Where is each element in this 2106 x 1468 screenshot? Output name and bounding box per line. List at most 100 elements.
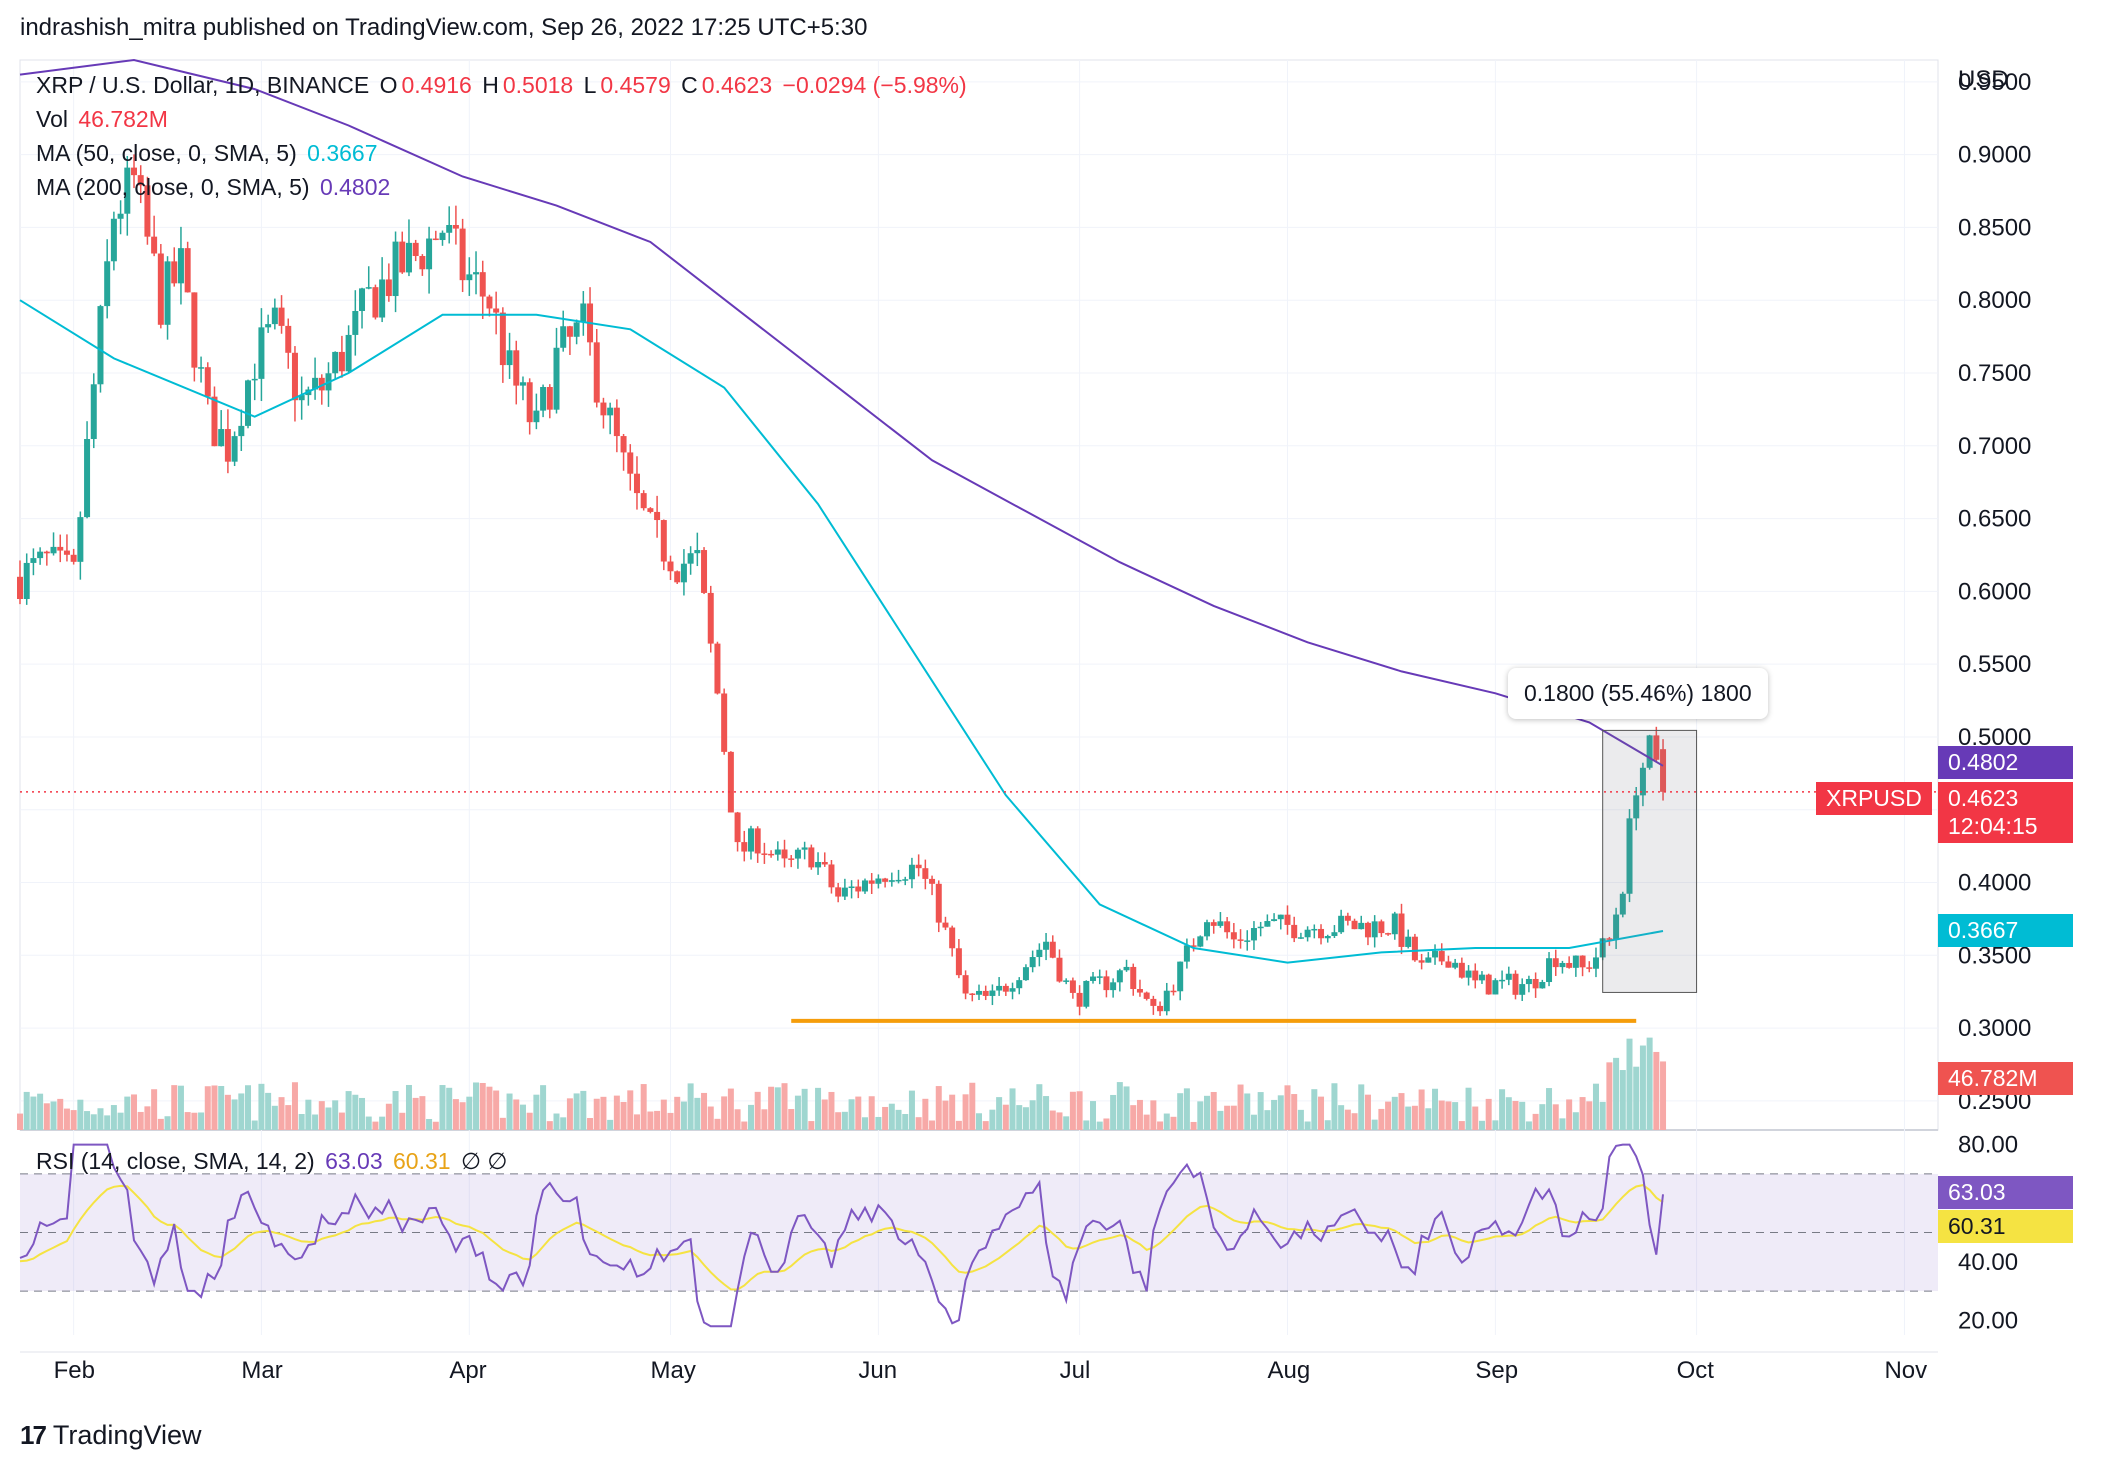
candle-body[interactable]	[1110, 982, 1117, 991]
candle-body[interactable]	[660, 520, 667, 562]
candle-body[interactable]	[285, 325, 292, 353]
candle-body[interactable]	[1257, 926, 1264, 929]
candle-body[interactable]	[137, 175, 144, 186]
candle-body[interactable]	[50, 546, 57, 554]
candle-body[interactable]	[1452, 962, 1459, 968]
candle-body[interactable]	[1505, 973, 1512, 980]
candle-body[interactable]	[466, 274, 473, 281]
candle-body[interactable]	[815, 861, 822, 868]
candle-body[interactable]	[131, 167, 138, 176]
candle-body[interactable]	[1284, 914, 1291, 925]
candle-body[interactable]	[265, 324, 272, 328]
candle-body[interactable]	[110, 218, 117, 262]
candle-body[interactable]	[372, 287, 379, 318]
candle-body[interactable]	[345, 334, 352, 372]
candle-body[interactable]	[278, 307, 285, 326]
candle-body[interactable]	[298, 395, 305, 401]
candle-body[interactable]	[929, 878, 936, 884]
candle-body[interactable]	[90, 384, 97, 440]
candle-body[interactable]	[359, 288, 366, 311]
candle-body[interactable]	[989, 990, 996, 996]
candle-body[interactable]	[412, 242, 419, 257]
candle-body[interactable]	[144, 185, 151, 237]
candle-body[interactable]	[640, 493, 647, 509]
candle-body[interactable]	[43, 551, 50, 554]
candle-body[interactable]	[439, 232, 446, 241]
candle-body[interactable]	[1559, 962, 1566, 968]
candle-body[interactable]	[1190, 945, 1197, 947]
candle-body[interactable]	[741, 842, 748, 852]
price-range-measure[interactable]	[1602, 729, 1698, 993]
candle-body[interactable]	[895, 879, 902, 882]
candle-body[interactable]	[1123, 966, 1130, 971]
rsi-line[interactable]	[19, 1143, 1664, 1328]
candle-body[interactable]	[318, 377, 325, 391]
candle-body[interactable]	[291, 352, 298, 401]
candle-body[interactable]	[1351, 920, 1358, 930]
candle-body[interactable]	[633, 473, 640, 494]
candle-body[interactable]	[1130, 966, 1137, 990]
candle-body[interactable]	[734, 812, 741, 843]
candle-body[interactable]	[949, 927, 956, 949]
candle-body[interactable]	[1338, 915, 1345, 933]
candle-body[interactable]	[1391, 913, 1398, 935]
candle-body[interactable]	[620, 436, 627, 453]
candle-body[interactable]	[1177, 961, 1184, 992]
candle-body[interactable]	[1170, 990, 1177, 993]
candle-body[interactable]	[774, 849, 781, 855]
candle-body[interactable]	[902, 879, 909, 881]
candle-body[interactable]	[781, 849, 788, 859]
candle-body[interactable]	[486, 296, 493, 309]
candle-body[interactable]	[1438, 951, 1445, 962]
candle-body[interactable]	[560, 326, 567, 348]
candle-body[interactable]	[124, 167, 131, 214]
candle-body[interactable]	[553, 347, 560, 410]
candle-body[interactable]	[1432, 951, 1439, 958]
candle-body[interactable]	[1633, 795, 1640, 819]
candle-body[interactable]	[875, 878, 882, 884]
candle-body[interactable]	[835, 887, 842, 897]
candle-body[interactable]	[405, 242, 412, 273]
candle-body[interactable]	[513, 350, 520, 386]
candle-body[interactable]	[171, 261, 178, 284]
candle-body[interactable]	[942, 922, 949, 928]
candle-body[interactable]	[30, 558, 37, 563]
candle-body[interactable]	[1646, 735, 1653, 768]
candle-body[interactable]	[473, 272, 480, 275]
candle-body[interactable]	[868, 880, 875, 884]
candle-body[interactable]	[821, 861, 828, 865]
candle-body[interactable]	[801, 847, 808, 850]
candle-body[interactable]	[1157, 1005, 1164, 1012]
candle-body[interactable]	[1592, 957, 1599, 969]
candle-body[interactable]	[1016, 980, 1023, 989]
candle-body[interactable]	[1043, 941, 1050, 950]
candle-body[interactable]	[224, 429, 231, 462]
candle-body[interactable]	[70, 554, 77, 562]
candle-body[interactable]	[211, 396, 218, 447]
candle-body[interactable]	[573, 322, 580, 337]
candle-body[interactable]	[976, 990, 982, 995]
candle-body[interactable]	[855, 886, 862, 892]
rsi-label[interactable]: RSI (14, close, SMA, 14, 2)	[36, 1148, 315, 1174]
candle-body[interactable]	[1237, 939, 1244, 941]
candle-body[interactable]	[1546, 958, 1553, 983]
candle-body[interactable]	[969, 993, 976, 996]
candle-body[interactable]	[1398, 913, 1405, 947]
candle-body[interactable]	[23, 562, 30, 600]
footer-brand[interactable]: TradingView	[52, 1420, 202, 1450]
candle-body[interactable]	[1586, 967, 1593, 969]
candle-body[interactable]	[1572, 955, 1579, 968]
candle-body[interactable]	[996, 985, 1003, 991]
candle-body[interactable]	[198, 367, 205, 369]
candle-body[interactable]	[1619, 893, 1626, 915]
candle-body[interactable]	[788, 858, 795, 860]
candle-body[interactable]	[1478, 974, 1485, 981]
candle-body[interactable]	[1331, 932, 1338, 937]
candle-body[interactable]	[1036, 949, 1043, 958]
candle-body[interactable]	[654, 511, 661, 521]
candle-body[interactable]	[17, 576, 23, 600]
candle-body[interactable]	[57, 546, 64, 551]
candle-body[interactable]	[37, 551, 44, 559]
vol-label[interactable]: Vol	[36, 106, 68, 132]
candle-body[interactable]	[1606, 938, 1613, 940]
